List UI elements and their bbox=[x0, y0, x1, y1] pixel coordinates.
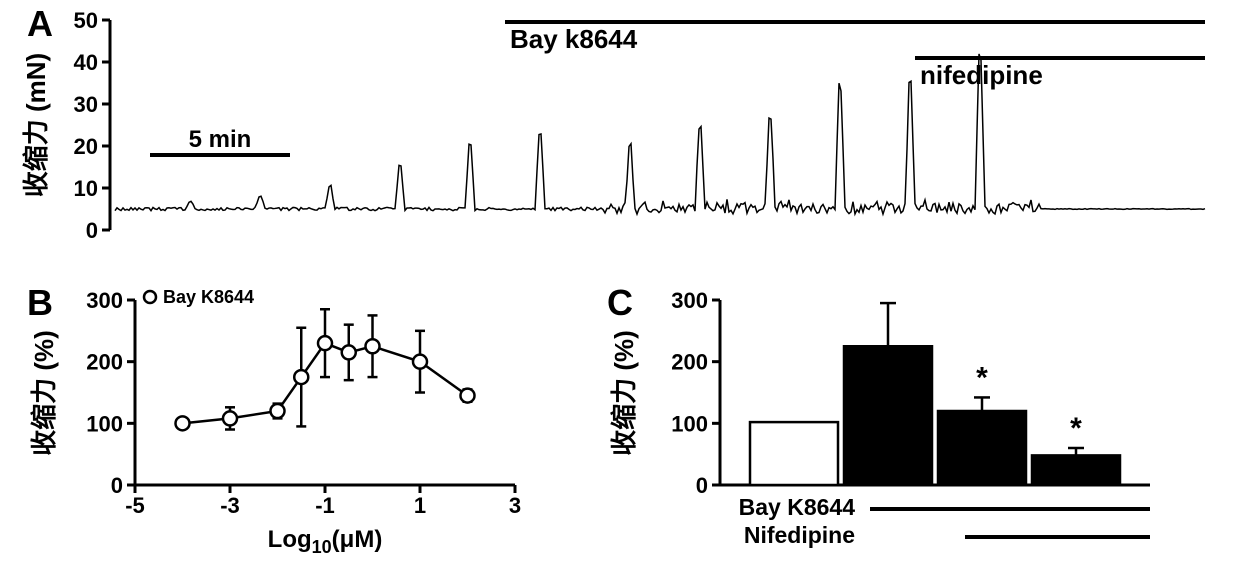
svg-text:50: 50 bbox=[74, 8, 98, 33]
svg-text:300: 300 bbox=[671, 288, 708, 313]
svg-text:40: 40 bbox=[74, 50, 98, 75]
panel-a: A 0 10 20 30 40 50 收缩力 (mN) 5 min Bay k8644 n… bbox=[15, 0, 1225, 260]
panel-b-yticks: 0 100 200 300 bbox=[86, 288, 135, 498]
svg-text:10: 10 bbox=[74, 176, 98, 201]
panel-a-ylabel: 收缩力 (mN) bbox=[21, 53, 51, 197]
bayk-label: Bay k8644 bbox=[510, 24, 638, 54]
panel-b-label: B bbox=[27, 285, 53, 323]
panel-b-ylabel: 收缩力 (%) bbox=[29, 330, 59, 456]
panel-b-errorbars bbox=[178, 309, 473, 429]
svg-text:1: 1 bbox=[414, 493, 426, 518]
svg-text:0: 0 bbox=[696, 473, 708, 498]
svg-text:300: 300 bbox=[86, 288, 123, 313]
svg-text:*: * bbox=[1070, 412, 1082, 445]
panel-c-nif-label: Nifedipine bbox=[744, 522, 855, 548]
svg-text:100: 100 bbox=[671, 411, 708, 436]
panel-c-bayk-label: Bay K8644 bbox=[739, 494, 856, 520]
panel-b-points bbox=[176, 336, 475, 430]
scalebar-label: 5 min bbox=[189, 126, 252, 153]
svg-text:-5: -5 bbox=[125, 493, 145, 518]
svg-text:200: 200 bbox=[671, 350, 708, 375]
panel-c-svg: C 0100200300 收缩力 (%) ** Bay K8644 Nifedi… bbox=[595, 285, 1215, 565]
svg-text:200: 200 bbox=[86, 350, 123, 375]
panel-c: C 0100200300 收缩力 (%) ** Bay K8644 Nifedi… bbox=[595, 285, 1215, 565]
panel-a-label: A bbox=[27, 3, 53, 44]
panel-b-svg: B 0100200300 -5-3-113 收缩力 (%) Log10(μM) … bbox=[15, 285, 545, 565]
panel-c-label: C bbox=[607, 285, 633, 323]
svg-text:3: 3 bbox=[509, 493, 521, 518]
panel-c-yticks: 0 100 200 300 bbox=[671, 288, 720, 498]
svg-text:*: * bbox=[976, 361, 988, 394]
svg-text:20: 20 bbox=[74, 134, 98, 159]
svg-text:100: 100 bbox=[86, 411, 123, 436]
panel-b-xlabel: Log10(μM) bbox=[268, 526, 383, 557]
svg-text:0: 0 bbox=[111, 473, 123, 498]
panel-b-xticks: -5 -3 -1 1 3 bbox=[125, 485, 521, 518]
svg-text:-1: -1 bbox=[315, 493, 335, 518]
legend-label: Bay K8644 bbox=[163, 287, 254, 307]
svg-text:-3: -3 bbox=[220, 493, 240, 518]
panel-c-ylabel: 收缩力 (%) bbox=[609, 330, 639, 456]
nifedipine-label: nifedipine bbox=[920, 60, 1043, 90]
svg-text:0: 0 bbox=[86, 218, 98, 243]
legend-marker bbox=[144, 291, 156, 303]
panel-a-svg: A 0 10 20 30 40 50 收缩力 (mN) 5 min Bay k8644 n… bbox=[15, 0, 1225, 260]
panel-b: B 0100200300 -5-3-113 收缩力 (%) Log10(μM) … bbox=[15, 285, 545, 565]
panel-c-bars: ** bbox=[750, 303, 1120, 485]
svg-text:30: 30 bbox=[74, 92, 98, 117]
